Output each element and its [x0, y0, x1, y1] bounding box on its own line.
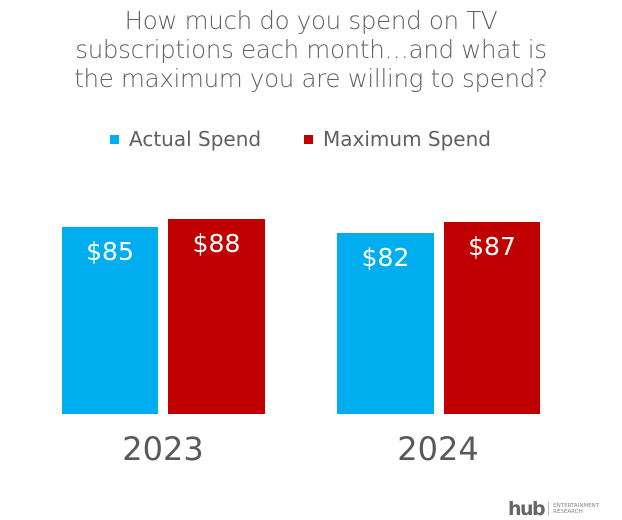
title-line-3: the maximum you are willing to spend? [74, 64, 548, 93]
chart-title: How much do you spend on TV subscription… [0, 6, 622, 93]
legend-swatch-blue-icon [110, 134, 119, 144]
bar-2024-maximum-spend: $87 [444, 222, 540, 414]
logo-tagline-line-1: ENTERTAINMENT [553, 503, 600, 509]
x-axis-label-2023: 2023 [122, 430, 204, 468]
logo-divider [548, 502, 550, 516]
x-axis-label-2024: 2024 [397, 430, 479, 468]
hub-entertainment-research-logo: hub ENTERTAINMENT RESEARCH [508, 498, 599, 520]
legend-item-actual-spend: Actual Spend [110, 126, 261, 152]
logo-tagline-line-2: RESEARCH [553, 509, 583, 515]
bar-2023-maximum-spend: $88 [168, 219, 265, 414]
bar-2024-actual-spend: $82 [337, 233, 434, 414]
chart-legend: Actual Spend Maximum Spend [0, 126, 622, 152]
bar-value-label: $82 [361, 243, 410, 272]
bar-2023-actual-spend: $85 [62, 227, 158, 414]
title-line-1: How much do you spend on TV [124, 6, 498, 35]
logo-tagline: ENTERTAINMENT RESEARCH [553, 503, 599, 515]
legend-label: Maximum Spend [323, 127, 491, 151]
title-line-2: subscriptions each month…and what is [75, 35, 547, 64]
bar-value-label: $85 [86, 237, 134, 266]
bar-value-label: $88 [192, 229, 241, 258]
legend-item-maximum-spend: Maximum Spend [304, 126, 491, 152]
logo-brand: hub [508, 498, 546, 520]
bar-value-label: $87 [468, 232, 516, 261]
legend-label: Actual Spend [129, 127, 262, 151]
legend-swatch-red-icon [304, 134, 313, 144]
